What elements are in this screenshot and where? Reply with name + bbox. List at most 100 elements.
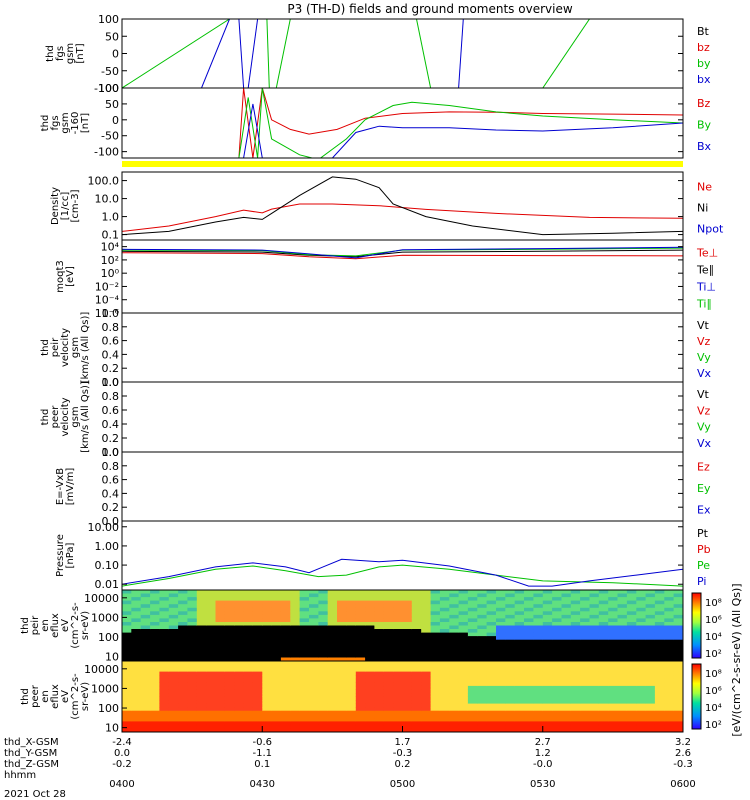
y-tick-label: 0.8 [102, 321, 120, 334]
x-table-value: 0.2 [395, 759, 411, 770]
x-table-value: -0.0 [533, 759, 553, 770]
legend-entry: Vx [697, 367, 712, 380]
y-label-line: [1/cc] [60, 192, 71, 221]
legend-entry: Ez [697, 461, 710, 474]
colorbar-tick: 10⁶ [705, 615, 722, 626]
panel-frame [121, 381, 684, 453]
x-table-value: 1.7 [395, 737, 411, 748]
legend-entry: Ey [697, 482, 711, 495]
x-table-value: -0.3 [393, 748, 413, 759]
y-tick-label: 0.0 [102, 446, 120, 459]
y-axis-label: Pressure [nPa] [55, 534, 76, 577]
spectro-label-line: eV [60, 690, 71, 703]
x-table-label: thd_Y-GSM [4, 748, 57, 759]
series-line-temperature-0-0 [122, 249, 683, 258]
spectro-tick-label: 100 [98, 702, 119, 715]
time-axis: 0400-2.40.0-0.20430-0.6-1.10.105001.7-0.… [4, 726, 696, 800]
panel-frame [121, 312, 684, 383]
x-table-value: -0.6 [252, 737, 272, 748]
legend-entry: Vz [697, 335, 711, 348]
panel-frame [121, 451, 684, 522]
spectro-label-line: en [40, 690, 51, 703]
y-label-line: gsm [70, 406, 81, 427]
y-label-line: fgs [50, 115, 61, 130]
y-label-line: gsm [65, 43, 76, 64]
spectro-label-line: (cm^2-s- [70, 602, 81, 649]
spectro-label-line: peer [30, 684, 41, 708]
y-tick-label: 0.8 [102, 390, 120, 403]
y-label-line: moqt3 [55, 260, 66, 293]
legend-entry: Bz [697, 97, 711, 110]
legend-entry: bz [697, 41, 710, 54]
series-line-pressure-1-0 [122, 558, 683, 587]
colorbar-tick: 10⁶ [705, 686, 722, 697]
spectro-tick-label: 10000 [84, 592, 119, 605]
y-tick-label: 0.4 [102, 348, 120, 361]
y-tick-label: 10⁻² [95, 280, 119, 293]
y-label-line: thd [40, 339, 51, 356]
legend-entry: Vz [697, 404, 711, 417]
y-tick-label: 100 [98, 82, 119, 95]
y-tick-label: 0.4 [102, 487, 120, 500]
y-label-line: velocity [60, 328, 71, 367]
y-label-line: [nT] [80, 113, 91, 133]
y-tick-label: 1.0 [102, 307, 120, 320]
spectro-label-line: eflux [50, 613, 61, 638]
series-line-fgs_gse-2-0 [243, 103, 683, 158]
x-table-value: 0.0 [114, 748, 130, 759]
series-line-fgs_gsm-0-4 [542, 19, 590, 88]
panel-pressure: 10.00 1.00 0.10 0.01 Pressure [nPa] Pt Pb Pe Pi [55, 520, 711, 591]
series-line-fgs_gsm-0-2 [275, 19, 291, 88]
panel-frame [121, 171, 684, 241]
spectro-tick-label: 10 [105, 651, 119, 664]
y-tick-label: 0.6 [102, 474, 120, 487]
y-tick-label: 0.6 [102, 404, 120, 417]
y-label-line: [km/s (All Qs)] [80, 381, 91, 453]
y-tick-label: 1.0 [102, 376, 120, 389]
y-tick-label: 50 [105, 30, 119, 43]
legend-entry: Te∥ [696, 264, 714, 277]
mode-bar-fill [122, 161, 683, 167]
legend-entry: Vy [697, 421, 711, 434]
y-tick-label: -100 [94, 146, 119, 159]
spectro-tick-label: 100 [98, 631, 119, 644]
y-label-line: [nPa] [65, 542, 76, 568]
y-axis-label: thd peer velocity gsm [km/s (All Qs)] [40, 381, 91, 453]
y-tick-label: 1.0 [102, 446, 120, 459]
y-tick-label: 0.2 [102, 501, 120, 514]
series-line-density-0-0 [122, 203, 683, 232]
x-table-label: thd_X-GSM [4, 737, 59, 748]
y-axis-label: Density [1/cc] [cm-3] [50, 187, 81, 225]
y-tick-label: 10⁴ [101, 241, 120, 254]
x-table-value: 3.2 [675, 737, 691, 748]
panel-frame [121, 87, 684, 159]
spectro-label-line: thd [20, 688, 31, 705]
colorbar-tick: 10⁸ [705, 598, 722, 609]
legend-entry: Pt [697, 527, 709, 540]
spectro-label-line: eV [60, 619, 71, 632]
legend-entry: Ti⊥ [696, 281, 716, 294]
series-line-fgs_gsm-1-3 [458, 19, 464, 88]
spectro-label-line: sr-eV) [80, 611, 91, 640]
series-line-fgs_gsm-1-0 [201, 19, 230, 88]
y-tick-label: 0.6 [102, 335, 120, 348]
spectro-label-line: sr-eV) [80, 682, 91, 711]
legend-entry: Bx [697, 140, 712, 153]
y-tick-label: 100 [98, 13, 119, 26]
x-table-value: 2.6 [675, 748, 691, 759]
x-table-value: -0.3 [673, 759, 693, 770]
y-tick-label: 0 [112, 114, 119, 127]
legend-entry: Vy [697, 351, 711, 364]
colorbar-tick: 10² [705, 720, 722, 731]
y-label-line: peer [50, 405, 61, 429]
colorbar [691, 592, 702, 659]
y-tick-label: 0 [112, 48, 119, 61]
y-tick-label: 0.0 [102, 515, 120, 528]
y-tick-label: -50 [101, 130, 119, 143]
